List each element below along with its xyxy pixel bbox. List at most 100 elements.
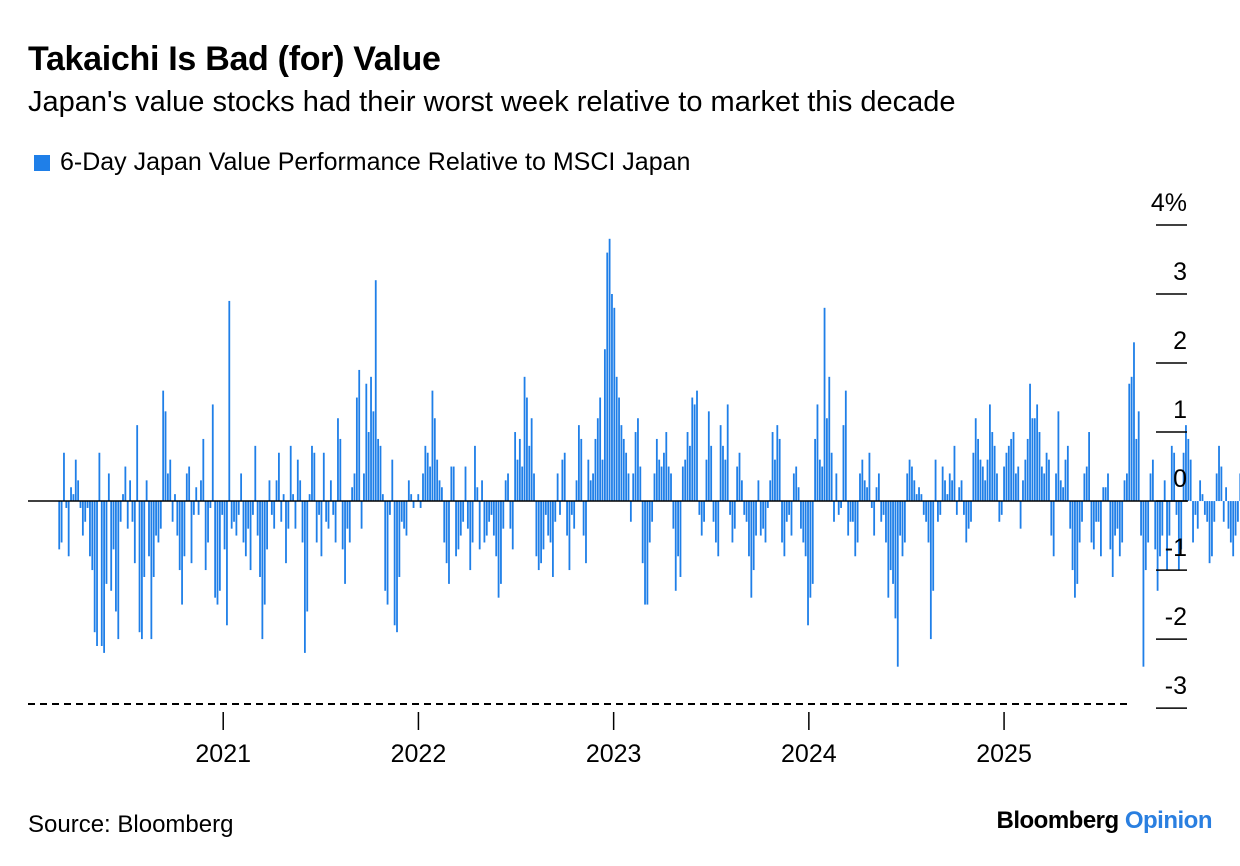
y-tick-label: 0 — [1173, 465, 1187, 493]
bar — [745, 501, 748, 522]
bar — [955, 501, 958, 515]
bar — [599, 397, 602, 502]
bar — [1104, 487, 1107, 502]
bar — [389, 501, 391, 515]
bar — [476, 487, 479, 502]
bar — [445, 501, 448, 564]
bar — [700, 501, 703, 536]
bar — [89, 501, 91, 557]
bar — [162, 390, 165, 502]
bar — [774, 459, 776, 502]
bar — [282, 494, 285, 502]
bar — [821, 466, 824, 502]
bar — [613, 307, 616, 502]
bar — [816, 404, 819, 502]
bar — [887, 501, 890, 598]
bar — [164, 411, 167, 502]
bar — [944, 480, 946, 502]
bar — [894, 501, 897, 619]
bar — [306, 501, 309, 612]
bar — [1192, 501, 1194, 543]
bar — [802, 501, 805, 543]
bar — [696, 390, 698, 502]
y-tick-label: -1 — [1165, 534, 1187, 562]
bar — [469, 501, 472, 571]
bar — [1194, 501, 1197, 515]
bar — [377, 438, 380, 502]
bar — [299, 480, 302, 502]
bar — [403, 501, 405, 529]
bar — [450, 466, 453, 502]
bar — [318, 501, 320, 515]
bar — [698, 501, 701, 515]
bar — [582, 501, 585, 536]
bar — [977, 438, 979, 502]
bar — [249, 501, 252, 571]
bar — [733, 501, 736, 529]
bar — [507, 473, 509, 502]
bar — [372, 411, 375, 502]
bar — [320, 501, 323, 557]
bar — [925, 501, 928, 522]
y-tick-label: -3 — [1165, 672, 1187, 700]
bar — [953, 445, 956, 502]
bar — [492, 501, 495, 536]
bar — [663, 452, 665, 502]
bar — [915, 494, 918, 502]
bar — [523, 376, 526, 502]
x-tick-label: 2022 — [391, 740, 447, 768]
bar — [804, 501, 807, 557]
bar — [1140, 501, 1142, 536]
bar — [731, 501, 734, 543]
bar — [686, 432, 689, 502]
bar — [913, 480, 916, 502]
bar — [759, 501, 762, 536]
bar — [863, 480, 866, 502]
bar — [1085, 466, 1088, 502]
bar — [1102, 487, 1105, 502]
bar — [1057, 411, 1060, 502]
bar — [585, 501, 587, 564]
bar — [537, 501, 540, 571]
bar — [518, 438, 521, 502]
bar — [875, 487, 878, 502]
bar — [818, 459, 821, 502]
bar — [970, 501, 972, 522]
bar — [603, 349, 606, 502]
bar — [1203, 501, 1206, 515]
bar — [547, 501, 550, 536]
bar — [575, 480, 578, 502]
bar — [601, 459, 604, 502]
bar — [93, 501, 96, 633]
bar — [918, 487, 920, 502]
bar — [833, 501, 835, 522]
bar — [629, 501, 632, 522]
bar — [1130, 376, 1133, 502]
bar — [738, 452, 741, 502]
bar — [1031, 418, 1034, 502]
bar — [141, 501, 143, 640]
bar — [740, 480, 743, 502]
bar — [358, 369, 361, 502]
bar — [1114, 501, 1116, 536]
bar — [1173, 452, 1176, 502]
bar — [438, 480, 441, 502]
chart-title: Takaichi Is Bad (for) Value — [28, 40, 441, 78]
bar — [717, 501, 720, 557]
bar — [1189, 459, 1192, 502]
bar — [67, 501, 70, 557]
bar — [922, 501, 925, 515]
bar — [126, 501, 129, 529]
x-tick-label: 2024 — [781, 740, 837, 768]
bar — [254, 445, 257, 502]
bar — [1069, 501, 1072, 529]
bar — [1149, 473, 1152, 502]
bar — [710, 445, 713, 502]
bar — [655, 438, 658, 502]
bar — [679, 501, 682, 577]
bar — [653, 473, 656, 502]
bar — [296, 459, 299, 502]
bar — [1088, 432, 1090, 502]
bar — [577, 425, 580, 502]
